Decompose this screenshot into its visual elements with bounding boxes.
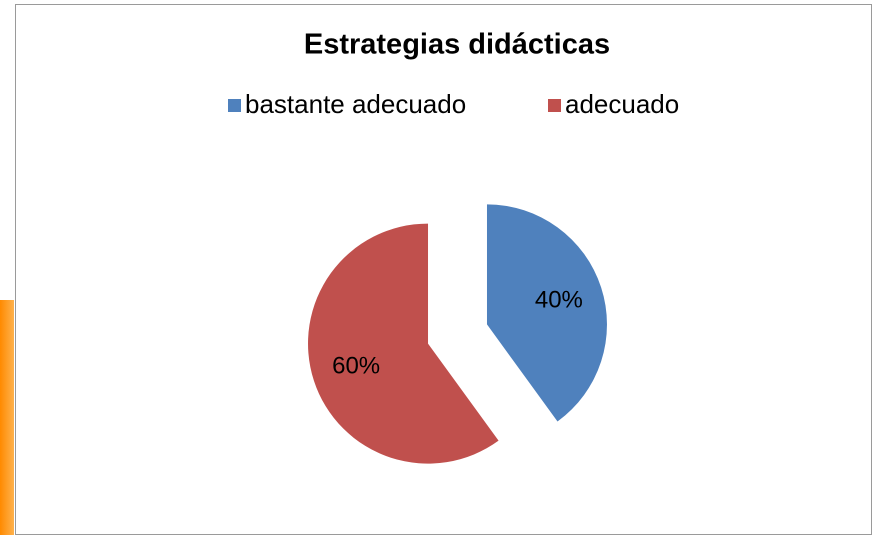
legend-label: adecuado [565, 89, 679, 119]
pie-slice [308, 223, 499, 464]
pie: 40% 60% [308, 204, 607, 464]
legend-label: bastante adecuado [245, 89, 466, 119]
data-label: 60% [332, 352, 380, 379]
chart-title: Estrategias didácticas [304, 29, 610, 61]
data-label: 40% [535, 286, 583, 313]
legend-swatch [548, 99, 561, 112]
legend-swatch [228, 99, 241, 112]
pie-slice [486, 204, 607, 422]
background-strip [0, 300, 14, 535]
legend: bastante adecuado adecuado [228, 89, 679, 119]
